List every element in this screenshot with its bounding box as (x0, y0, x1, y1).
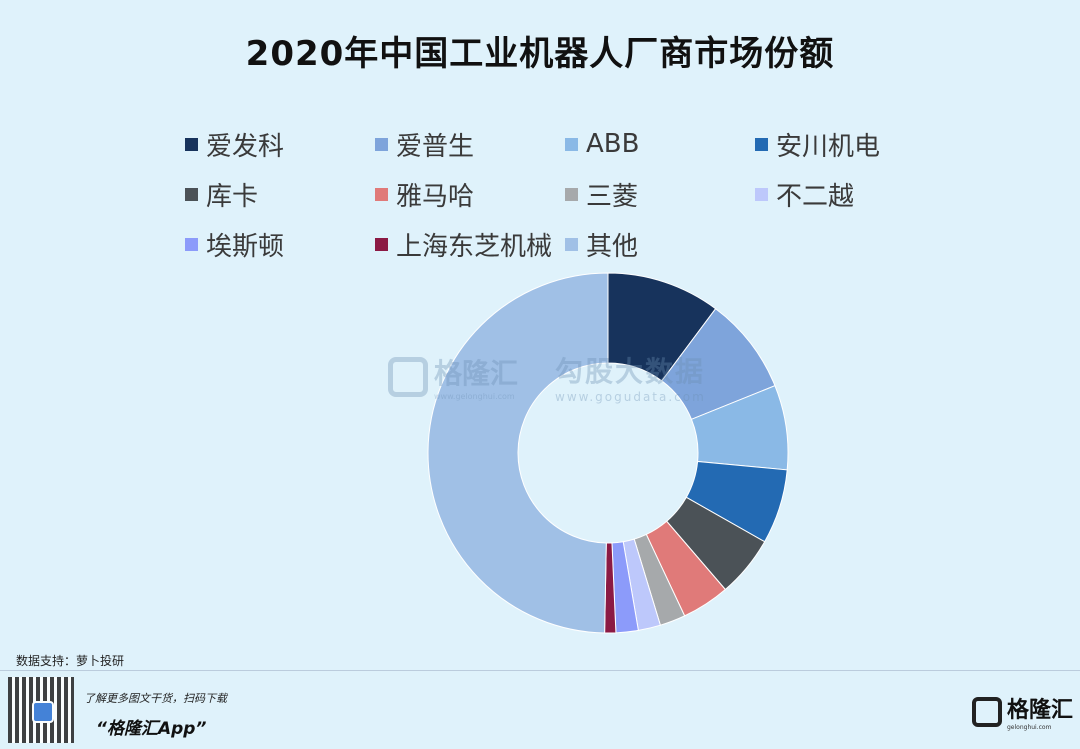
gelonghui-logo-icon (388, 356, 428, 397)
legend-label: 其他 (586, 231, 639, 262)
watermark-data-brand: 勾股大数据 (555, 355, 706, 388)
legend-swatch (375, 137, 388, 151)
legend-label: 库卡 (206, 181, 259, 212)
watermark-gogudata: 勾股大数据 www.gogudata.com (555, 350, 706, 404)
legend-item: ABB (565, 128, 755, 160)
legend-label: ABB (586, 129, 640, 159)
legend-label: 不二越 (776, 181, 855, 212)
legend-item: 爱普生 (375, 128, 565, 162)
legend-label: 爱发科 (206, 131, 285, 162)
legend-item: 上海东芝机械 (375, 228, 565, 262)
donut-slice (427, 272, 609, 634)
footer-divider (0, 670, 1080, 671)
legend-swatch (755, 187, 768, 201)
legend-item: 不二越 (755, 178, 945, 212)
legend-swatch (565, 137, 578, 151)
footer-logo: 格隆汇 gelonghui.com (972, 692, 1073, 731)
legend-swatch (565, 237, 578, 251)
footer-slogan: 了解更多图文干货，扫码下载 (84, 692, 227, 705)
footer-logo-sub: gelonghui.com (1007, 724, 1052, 731)
footer-app-name: “格隆汇App” (96, 719, 207, 739)
legend-label: 埃斯顿 (206, 231, 285, 262)
legend-label: 爱普生 (396, 131, 475, 162)
legend-item: 埃斯顿 (185, 228, 375, 262)
legend-item: 雅马哈 (375, 178, 565, 212)
chart-title: 2020年中国工业机器人厂商市场份额 (245, 34, 835, 74)
data-source: 数据支持：萝卜投研 (16, 654, 125, 668)
watermark-brand-url: www.gelonghui.com (434, 392, 515, 401)
legend-swatch (375, 187, 388, 201)
legend-item: 其他 (565, 228, 755, 262)
legend-swatch (755, 137, 768, 151)
legend-swatch (375, 237, 388, 251)
legend-item: 三菱 (565, 178, 755, 212)
legend-item: 库卡 (185, 178, 375, 212)
qr-logo-icon (32, 701, 54, 723)
legend-swatch (185, 237, 198, 251)
legend-label: 上海东芝机械 (396, 231, 553, 262)
legend-swatch (185, 137, 198, 151)
legend: 爱发科 爱普生 ABB 安川机电库卡 雅马哈 三菱 不二越埃斯顿 上海东芝机械 其他 (185, 128, 945, 262)
legend-label: 安川机电 (776, 131, 881, 162)
watermark-data-url: www.gogudata.com (555, 390, 706, 404)
qr-code (8, 677, 74, 743)
legend-label: 三菱 (586, 181, 639, 212)
legend-item: 爱发科 (185, 128, 375, 162)
watermark-brand: 格隆汇 (434, 357, 519, 390)
gelonghui-logo-icon (972, 696, 1002, 727)
legend-item: 安川机电 (755, 128, 945, 162)
legend-swatch (565, 187, 578, 201)
watermark-gelonghui: 格隆汇 www.gelonghui.com (388, 352, 518, 401)
legend-swatch (185, 187, 198, 201)
legend-label: 雅马哈 (396, 181, 475, 212)
footer-logo-text: 格隆汇 (1007, 698, 1074, 723)
